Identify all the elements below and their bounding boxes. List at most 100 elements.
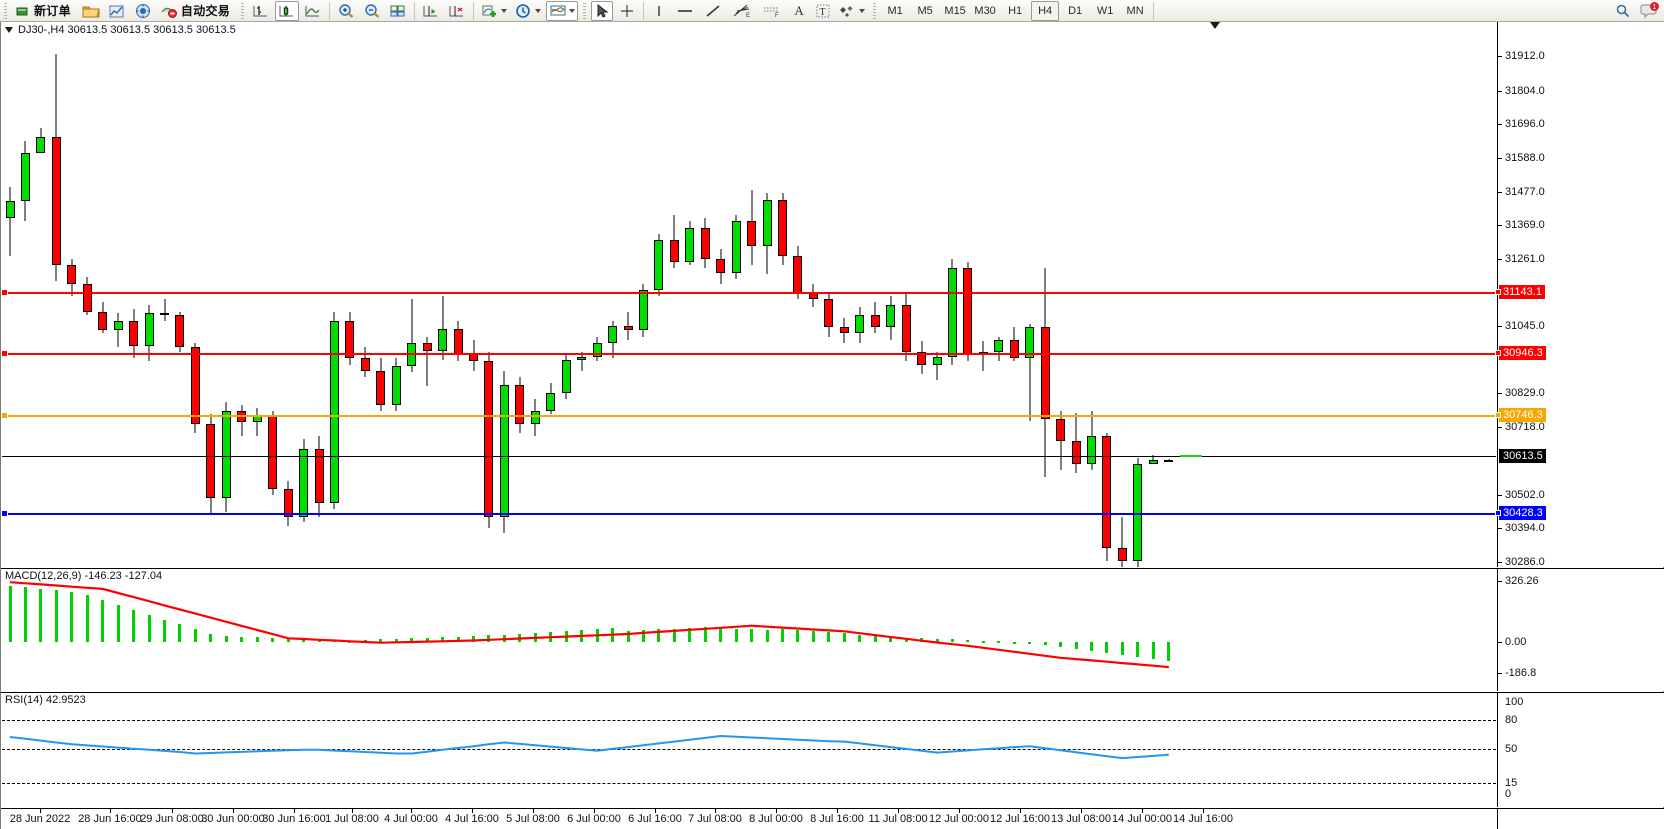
rsi-scale[interactable]: 100 80 50 15 0 <box>1497 693 1664 807</box>
crosshair-button[interactable] <box>615 1 639 21</box>
resistance-level-2-handle[interactable] <box>2 350 8 357</box>
pivot-level-tag[interactable]: 30746.3 <box>1499 408 1546 422</box>
price-tick <box>1498 326 1502 327</box>
macd-histogram-bar <box>657 629 661 642</box>
candlestick <box>716 249 726 284</box>
time-axis-label: 14 Jul 00:00 <box>1112 813 1172 825</box>
price-tick <box>1498 393 1502 394</box>
chart-window[interactable]: DJ30-,H4 30613.5 30613.5 30613.5 30613.5… <box>0 22 1664 829</box>
support-level-1-line[interactable] <box>2 513 1496 515</box>
open-profile-button[interactable] <box>79 1 103 21</box>
chevron-down-icon[interactable] <box>501 8 508 13</box>
timeframe-h1[interactable]: H1 <box>1008 4 1023 17</box>
rsi-plot-area[interactable] <box>2 693 1496 807</box>
macd-histogram-bar <box>209 634 213 642</box>
current-price-level-line[interactable] <box>2 456 1496 457</box>
terminal-button[interactable]: 自动交易 <box>157 1 236 21</box>
equidistant-channel-button[interactable]: F <box>758 1 786 21</box>
market-watch-button[interactable] <box>105 1 129 21</box>
chevron-down-icon-2[interactable] <box>535 8 542 13</box>
macd-histogram-bar <box>626 630 630 642</box>
chart-shift-button[interactable] <box>445 1 469 21</box>
resistance-level-2-tag[interactable]: 30946.3 <box>1499 346 1546 360</box>
horizontal-line-button[interactable] <box>672 1 698 21</box>
cursor-button[interactable] <box>591 0 614 21</box>
zoom-in-button[interactable] <box>334 1 358 21</box>
indicators-button[interactable] <box>478 1 510 21</box>
support-level-1-handle[interactable] <box>2 510 8 517</box>
macd-histogram-bar <box>1167 642 1171 661</box>
templates-button[interactable] <box>546 0 579 21</box>
support-level-1-tag[interactable]: 30428.3 <box>1499 506 1546 520</box>
current-price-level-tag[interactable]: 30613.5 <box>1499 449 1546 463</box>
timeframe-d1[interactable]: D1 <box>1068 4 1083 17</box>
navigator-button[interactable] <box>131 1 155 21</box>
candle-wick <box>1168 459 1170 461</box>
line-chart-button[interactable] <box>301 1 325 21</box>
candlestick-chart-button[interactable] <box>275 0 300 21</box>
macd-scale[interactable]: 326.26 0.00 -186.8 <box>1497 569 1664 691</box>
auto-scroll-button[interactable] <box>419 1 443 21</box>
vertical-line-button[interactable] <box>648 1 670 21</box>
time-tick <box>837 809 838 813</box>
timeframe-h4[interactable]: H4 <box>1031 0 1060 21</box>
macd-plot-area[interactable] <box>2 569 1496 691</box>
resistance-level-1-tag[interactable]: 31143.1 <box>1499 285 1545 299</box>
tile-windows-button[interactable] <box>386 1 410 21</box>
timeframe-w1[interactable]: W1 <box>1096 4 1114 17</box>
price-tick <box>1498 259 1502 260</box>
chevron-down-icon-3[interactable] <box>569 8 576 13</box>
resistance-level-2-scale-handle[interactable] <box>1495 350 1501 356</box>
candlestick <box>994 336 1004 362</box>
pivot-level-handle[interactable] <box>2 412 8 419</box>
time-axis[interactable]: 28 Jun 2022 28 Jun 16:00 29 Jun 08:00 30 Ju… <box>1 808 1664 829</box>
chart-menu-triangle-icon[interactable] <box>5 27 13 33</box>
price-pane[interactable]: DJ30-,H4 30613.5 30613.5 30613.5 30613.5… <box>1 22 1664 635</box>
toolbar-grip-3[interactable] <box>581 1 589 20</box>
zoom-in-icon <box>339 3 354 18</box>
timeframe-m5[interactable]: M5 <box>917 4 933 17</box>
fibonacci-button[interactable]: E <box>728 1 756 21</box>
search-button[interactable] <box>1611 1 1635 21</box>
objects-button[interactable] <box>836 1 868 21</box>
candlestick <box>206 414 216 514</box>
macd-pane[interactable]: MACD(12,26,9) -146.23 -127.04 326.26 0.00… <box>1 568 1664 691</box>
pivot-level-scale-handle[interactable] <box>1495 412 1501 418</box>
toolbar-grip-2[interactable] <box>239 1 247 20</box>
timeframe-m15[interactable]: M15 <box>944 4 966 17</box>
price-plot-area[interactable] <box>2 22 1496 567</box>
rsi-pane[interactable]: RSI(14) 42.9523 100 80 50 15 0 <box>1 692 1664 807</box>
candlestick <box>113 313 123 348</box>
toolbar-separator-5 <box>1153 1 1155 20</box>
candle-body-bearish <box>360 358 370 371</box>
candlestick <box>654 233 664 297</box>
trendline-button[interactable] <box>700 1 726 21</box>
toolbar-grip[interactable] <box>2 1 9 20</box>
support-level-1-scale-handle[interactable] <box>1495 510 1501 516</box>
time-tick <box>40 809 41 813</box>
price-scale[interactable]: 31912.0 31804.0 31696.0 31588.0 31477.0 31369… <box>1495 22 1664 635</box>
resistance-level-1-scale-handle[interactable] <box>1495 289 1501 295</box>
text-label-button[interactable]: T <box>812 1 834 21</box>
resistance-level-1-line[interactable] <box>2 292 1496 294</box>
resistance-level-2-line[interactable] <box>2 353 1496 355</box>
candlestick <box>561 355 571 399</box>
rsi-tick-label: 50 <box>1505 743 1518 755</box>
resistance-level-1-handle[interactable] <box>2 289 8 296</box>
new-order-button[interactable]: 新订单 <box>12 1 77 21</box>
candlestick <box>67 258 77 297</box>
bar-chart-button[interactable] <box>249 1 273 21</box>
tile-windows-icon <box>390 5 405 16</box>
timeframe-m1[interactable]: M1 <box>887 4 903 17</box>
toolbar-grip-4[interactable] <box>871 1 879 20</box>
period-button[interactable] <box>512 1 544 21</box>
timeframe-mn[interactable]: MN <box>1126 4 1144 17</box>
pivot-level-line[interactable] <box>2 415 1496 417</box>
notifications-button[interactable]: 1 <box>1637 1 1663 21</box>
candlestick <box>407 299 417 373</box>
chevron-down-icon-4[interactable] <box>859 8 866 13</box>
timeframe-m30[interactable]: M30 <box>974 4 996 17</box>
price-tick <box>1498 192 1502 193</box>
text-button[interactable]: A <box>788 1 810 21</box>
zoom-out-button[interactable] <box>360 1 384 21</box>
